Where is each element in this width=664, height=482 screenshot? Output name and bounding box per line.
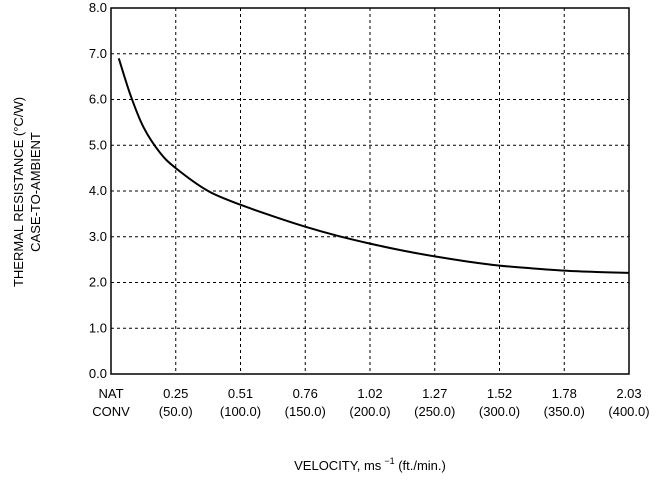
x-tick-sublabel: (100.0) [220, 404, 261, 419]
x-tick-sublabel: (300.0) [479, 404, 520, 419]
series-layer [117, 58, 630, 274]
y-tick-label: 8.0 [89, 0, 107, 15]
y-tick-label: 0.0 [89, 366, 107, 381]
x-tick-sublabel: (150.0) [285, 404, 326, 419]
x-tick-label: 1.78 [552, 386, 577, 401]
plot-frame [110, 7, 630, 375]
x-axis-title-suffix: (ft./min.) [395, 458, 446, 473]
grid [111, 8, 629, 374]
y-axis-title-line2: CASE-TO-AMBIENT [28, 132, 43, 252]
x-tick-sublabel: (200.0) [349, 404, 390, 419]
y-tick-label: 1.0 [89, 320, 107, 335]
y-tick-label: 5.0 [89, 137, 107, 152]
x-tick-label: 2.03 [616, 386, 641, 401]
x-axis-title-superscript: −1 [384, 456, 394, 466]
y-tick-label: 2.0 [89, 275, 107, 290]
x-tick-label: 0.76 [293, 386, 318, 401]
x-tick-sublabel: (250.0) [414, 404, 455, 419]
y-tick-label: 6.0 [89, 92, 107, 107]
y-axis-title-line1: THERMAL RESISTANCE (°C/W) [11, 97, 26, 287]
x-tick-sublabel: CONV [92, 404, 130, 419]
y-tick-label: 3.0 [89, 229, 107, 244]
x-axis-title: VELOCITY, ms −1 (ft./min.) [294, 456, 446, 473]
x-axis-title-prefix: VELOCITY, ms [294, 458, 382, 473]
x-tick-label: 0.25 [163, 386, 188, 401]
x-tick-sublabel: (400.0) [608, 404, 649, 419]
x-tick-sublabel: (350.0) [544, 404, 585, 419]
x-axis-ticks: NAT CONV 0.25 (50.0) 0.51 (100.0) 0.76 (150.0) 1… [92, 386, 649, 419]
x-tick-label: 1.02 [357, 386, 382, 401]
x-tick-label: 1.52 [487, 386, 512, 401]
y-tick-label: 4.0 [89, 183, 107, 198]
series-line [117, 58, 630, 274]
x-tick-label: NAT [98, 386, 123, 401]
x-tick-label: 0.51 [228, 386, 253, 401]
y-tick-label: 7.0 [89, 46, 107, 61]
x-tick-sublabel: (50.0) [159, 404, 193, 419]
y-axis-ticks: 0.0 1.0 2.0 3.0 4.0 5.0 6.0 7.0 8.0 [89, 0, 107, 381]
x-tick-label: 1.27 [422, 386, 447, 401]
